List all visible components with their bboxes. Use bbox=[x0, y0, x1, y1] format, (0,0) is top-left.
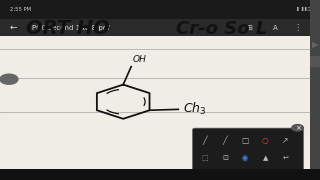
Text: ⬚: ⬚ bbox=[202, 155, 208, 161]
Bar bbox=[0, 36, 310, 180]
Text: 2:55 PM: 2:55 PM bbox=[10, 7, 31, 12]
Text: ↗: ↗ bbox=[282, 136, 289, 145]
Bar bbox=[0, 0, 320, 19]
Text: Cr-o So L: Cr-o So L bbox=[176, 20, 268, 38]
Bar bbox=[310, 56, 320, 67]
Text: A: A bbox=[273, 24, 277, 31]
Text: ⊞: ⊞ bbox=[247, 24, 252, 31]
Text: ←: ← bbox=[10, 23, 17, 32]
Text: ╱: ╱ bbox=[203, 136, 207, 145]
Circle shape bbox=[0, 74, 18, 84]
Text: ◉: ◉ bbox=[242, 155, 248, 161]
Text: ○: ○ bbox=[262, 136, 268, 145]
Text: ▶: ▶ bbox=[312, 40, 318, 50]
Circle shape bbox=[292, 125, 303, 131]
Text: □: □ bbox=[242, 136, 249, 145]
Text: ▌▐▐ 🔋: ▌▐▐ 🔋 bbox=[297, 7, 310, 11]
Text: ▲: ▲ bbox=[263, 155, 268, 161]
Text: ⊡: ⊡ bbox=[222, 155, 228, 161]
Bar bbox=[310, 0, 320, 180]
Text: POC second 1 to 8.pdf: POC second 1 to 8.pdf bbox=[32, 24, 110, 31]
Bar bbox=[0, 19, 320, 36]
Text: ╱: ╱ bbox=[223, 136, 227, 145]
Text: ×: × bbox=[295, 125, 300, 131]
Bar bbox=[0, 169, 320, 180]
Text: ↩: ↩ bbox=[283, 155, 288, 161]
Text: OH: OH bbox=[133, 55, 147, 64]
Text: $\mathit{Ch_3}$: $\mathit{Ch_3}$ bbox=[183, 101, 207, 117]
FancyBboxPatch shape bbox=[193, 128, 303, 171]
Text: ⋮: ⋮ bbox=[293, 23, 302, 32]
Text: ORT HO: ORT HO bbox=[26, 19, 109, 38]
